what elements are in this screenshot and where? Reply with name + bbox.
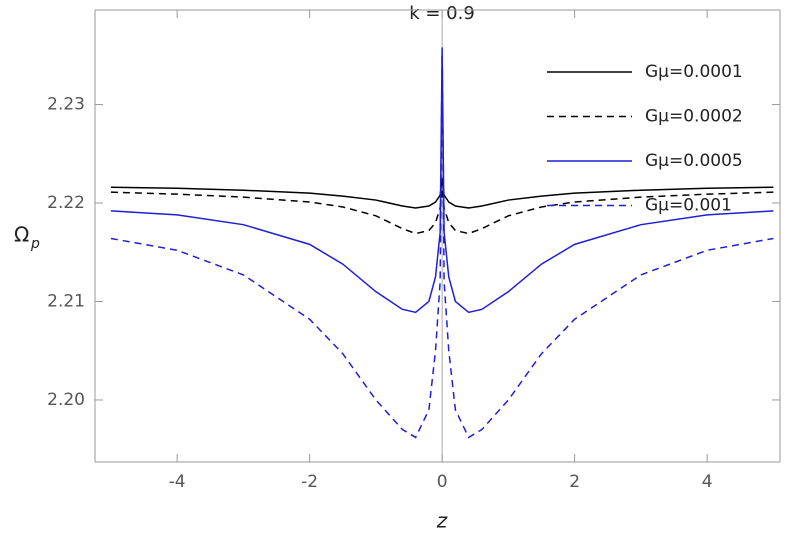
y-tick-label: 2.22 — [47, 193, 85, 213]
x-tick-label: -4 — [169, 472, 186, 492]
y-tick-label: 2.21 — [47, 291, 85, 311]
x-axis-label: z — [436, 509, 448, 533]
legend-label: Gμ=0.0002 — [645, 107, 743, 127]
y-axis-label-sub: p — [30, 236, 40, 252]
x-tick-label: 2 — [569, 472, 580, 492]
x-tick-label: 0 — [437, 472, 448, 492]
x-tick-label: -2 — [301, 472, 318, 492]
legend-label: Gμ=0.001 — [645, 196, 732, 216]
series-line — [110, 47, 774, 439]
legend-label: Gμ=0.0005 — [645, 151, 743, 171]
plot-frame — [94, 9, 781, 463]
legend-label: Gμ=0.0001 — [645, 62, 743, 82]
y-axis-label: Ω — [14, 223, 29, 247]
series-line — [110, 178, 774, 209]
y-tick-label: 2.20 — [47, 390, 85, 410]
x-tick-label: 4 — [702, 472, 713, 492]
y-tick-label: 2.23 — [47, 95, 85, 115]
